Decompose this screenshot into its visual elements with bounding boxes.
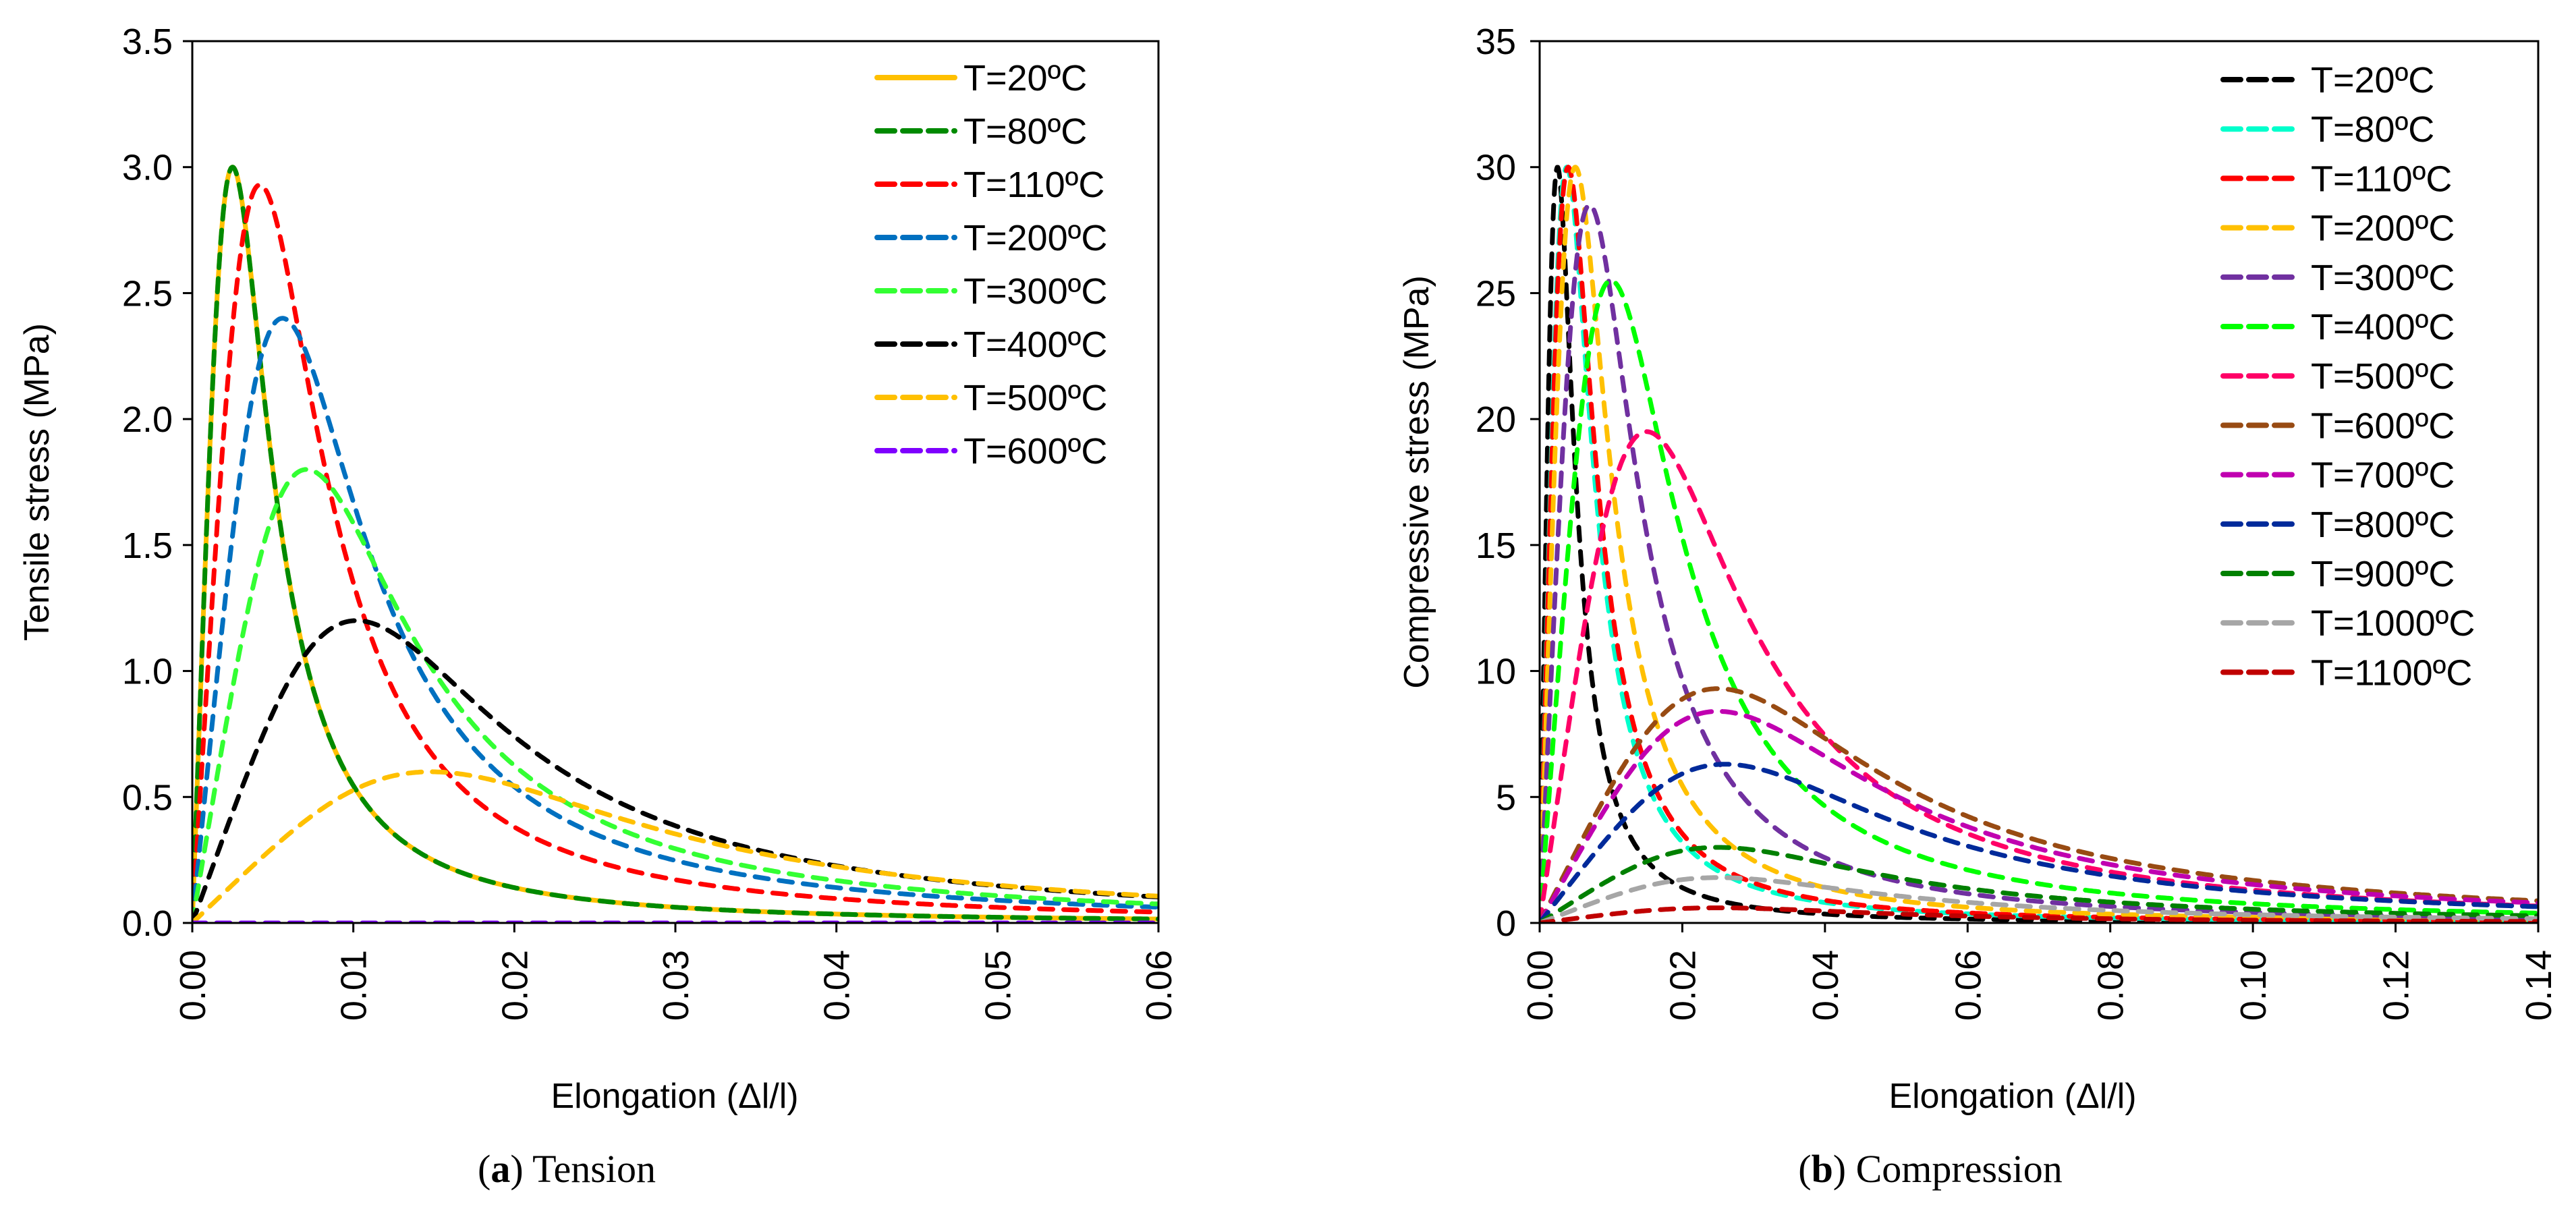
y-tick-label: 2.5 xyxy=(122,273,173,314)
x-tick-label: 0.14 xyxy=(2519,950,2559,1021)
series-line-400c xyxy=(1540,278,2538,923)
y-tick-label: 2.0 xyxy=(122,399,173,440)
legend-label: T=110ºC xyxy=(963,165,1104,205)
legend-label: T=500ºC xyxy=(963,378,1107,418)
series-line-600c xyxy=(1540,686,2538,923)
y-tick-label: 5 xyxy=(1496,777,1516,818)
series-line-300c xyxy=(192,467,1158,923)
y-tick-label: 10 xyxy=(1476,652,1516,692)
x-tick-label: 0.04 xyxy=(817,950,858,1021)
x-tick-label: 0.12 xyxy=(2376,950,2417,1021)
y-axis-title: Compressive stress (MPa) xyxy=(1397,275,1436,689)
legend-label: T=1100ºC xyxy=(2311,652,2472,693)
series-group xyxy=(192,165,1158,923)
caption-letter: b xyxy=(1812,1147,1833,1191)
legend-label: T=110ºC xyxy=(2311,159,2452,199)
legend-label: T=800ºC xyxy=(2311,505,2455,545)
legend-label: T=1000ºC xyxy=(2311,603,2475,644)
series-line-1000c xyxy=(1540,875,2538,923)
x-tick-label: 0.00 xyxy=(1520,950,1561,1021)
x-tick-label: 0.00 xyxy=(173,950,213,1021)
series-line-800c xyxy=(1540,762,2538,923)
caption-close-paren: ) xyxy=(1833,1147,1846,1191)
x-axis-title: Elongation (Δl/l) xyxy=(1888,1077,2136,1116)
series-line-900c xyxy=(1540,845,2538,923)
series-line-110c xyxy=(192,182,1158,923)
y-tick-label: 25 xyxy=(1476,273,1516,314)
series-line-700c xyxy=(1540,708,2538,923)
y-tick-label: 0.0 xyxy=(122,903,173,944)
y-tick-label: 3.5 xyxy=(122,22,173,62)
y-tick-label: 1.0 xyxy=(122,652,173,692)
x-axis-title: Elongation (Δl/l) xyxy=(551,1077,798,1116)
legend-label: T=20ºC xyxy=(963,58,1087,99)
x-tick-label: 0.10 xyxy=(2233,950,2274,1021)
caption-text: Tension xyxy=(524,1147,656,1191)
plot-frame xyxy=(1538,40,2540,924)
compression-chart: 0 5 10 15 20 25 30 35 0.00 0.02 0.04 0.06 0.08 0.10 0.… xyxy=(1397,22,2559,1191)
legend-label: T=700ºC xyxy=(2311,455,2455,496)
series-line-200c xyxy=(1540,165,2538,923)
x-tick-label: 0.02 xyxy=(1662,950,1703,1021)
y-tick-label: 15 xyxy=(1476,526,1516,566)
legend-label: T=80ºC xyxy=(2311,109,2434,150)
caption-text: Compression xyxy=(1846,1147,2063,1191)
legend-label: T=900ºC xyxy=(2311,554,2455,594)
tension-chart: 0.0 0.5 1.0 1.5 2.0 2.5 3.0 3.5 0.00 0.01 0.02 0.03… xyxy=(18,22,1179,1191)
series-line-1100c xyxy=(1540,905,2538,923)
legend-label: T=400ºC xyxy=(2311,307,2455,347)
series-line-110c xyxy=(1540,165,2538,923)
y-tick-label: 1.5 xyxy=(122,526,173,566)
x-tick-label: 0.03 xyxy=(656,950,696,1021)
legend-label: T=400ºC xyxy=(963,325,1107,365)
caption-letter: a xyxy=(491,1147,510,1191)
caption-open-paren: ( xyxy=(1798,1147,1811,1191)
legend-label: T=200ºC xyxy=(963,218,1107,258)
legend-label: T=500ºC xyxy=(2311,356,2455,397)
y-tick-label: 3.0 xyxy=(122,148,173,188)
y-tick-label: 35 xyxy=(1476,22,1516,62)
x-tick-label: 0.02 xyxy=(495,950,535,1021)
x-tick-label: 0.06 xyxy=(1139,950,1179,1021)
legend-label: T=80ºC xyxy=(963,111,1087,152)
series-line-80c xyxy=(192,165,1158,923)
legend-label: T=300ºC xyxy=(2311,258,2455,298)
legend-label: T=200ºC xyxy=(2311,208,2455,249)
y-tick-label: 20 xyxy=(1476,399,1516,440)
y-tick-label: 0.5 xyxy=(122,777,173,818)
plot-frame xyxy=(191,40,1160,924)
x-tick-label: 0.01 xyxy=(334,950,374,1021)
legend-label: T=600ºC xyxy=(2311,405,2455,446)
x-tick-label: 0.04 xyxy=(1805,950,1846,1021)
y-tick-label: 0 xyxy=(1496,903,1516,944)
y-axis-title: Tensile stress (MPa) xyxy=(18,323,57,641)
y-tick-label: 30 xyxy=(1476,148,1516,188)
caption-close-paren: ) xyxy=(510,1147,523,1191)
series-line-500c xyxy=(192,769,1158,923)
legend-label: T=20ºC xyxy=(2311,60,2434,101)
x-tick-label: 0.08 xyxy=(2091,950,2131,1021)
series-group xyxy=(1540,165,2538,923)
legend-label: T=600ºC xyxy=(963,431,1107,472)
x-tick-label: 0.06 xyxy=(1948,950,1988,1021)
series-line-400c xyxy=(192,618,1158,923)
legend-label: T=300ºC xyxy=(963,271,1107,312)
caption-open-paren: ( xyxy=(478,1147,491,1191)
x-tick-label: 0.05 xyxy=(978,950,1018,1021)
